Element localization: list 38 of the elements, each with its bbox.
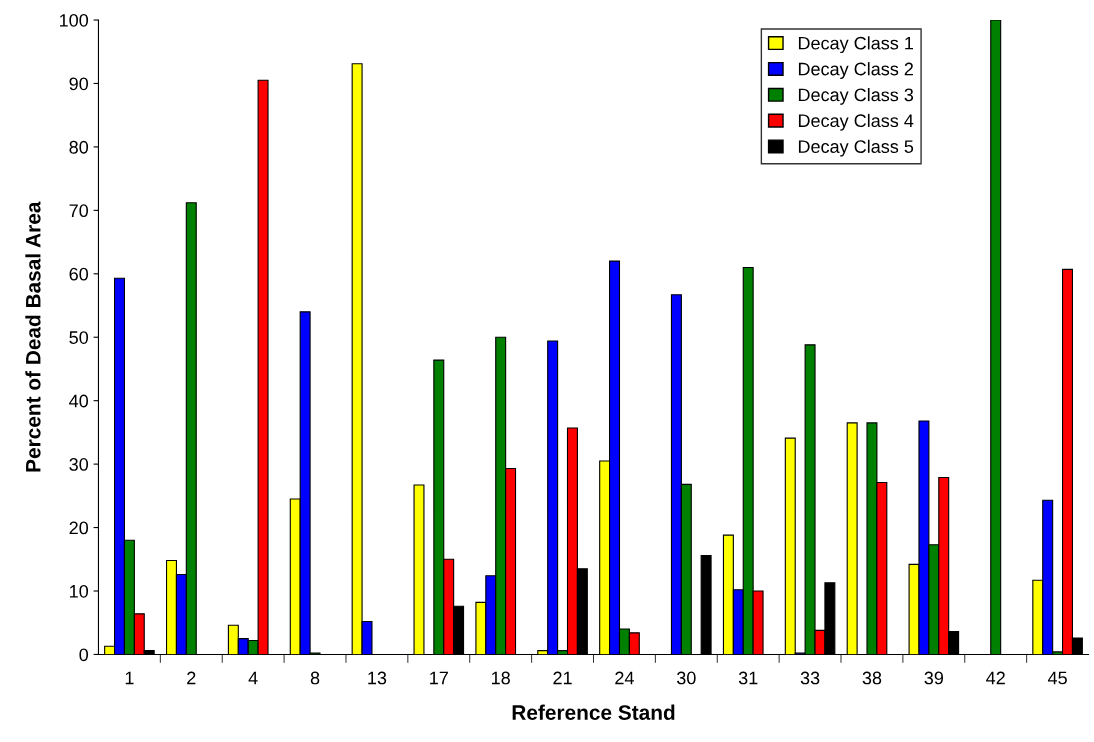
x-tick-label: 17 <box>430 671 448 685</box>
x-tick-label: 2 <box>187 671 196 685</box>
legend-label: Decay Class 3 <box>798 88 914 105</box>
legend-label: Decay Class 5 <box>798 139 914 157</box>
y-tick-label: 10 <box>70 584 89 598</box>
y-tick-label: 60 <box>69 267 89 281</box>
x-tick-label: 38 <box>862 671 882 685</box>
bar <box>990 20 1002 655</box>
x-tick-label: 1 <box>125 671 134 685</box>
x-tick-label: 45 <box>1047 671 1067 685</box>
x-tick-label: 18 <box>492 671 510 685</box>
y-tick-label: 30 <box>69 458 89 471</box>
x-tick-label: 4 <box>248 671 258 685</box>
bar <box>700 554 712 655</box>
x-tick-label: 24 <box>615 671 634 685</box>
y-tick-label: 40 <box>69 394 89 408</box>
y-axis-title: Percent of Dead Basal Area <box>25 201 41 472</box>
bar <box>846 422 858 655</box>
y-tick-label: 20 <box>69 521 89 535</box>
x-tick-label: 21 <box>553 671 572 685</box>
legend-label: Decay Class 4 <box>798 113 914 131</box>
x-tick-label: 39 <box>924 671 944 685</box>
x-tick-label: 13 <box>368 671 387 685</box>
y-tick-label: 80 <box>69 140 89 154</box>
y-tick-label: 50 <box>69 331 89 344</box>
x-tick-label: 42 <box>986 671 1005 685</box>
y-tick-label: 90 <box>69 77 89 91</box>
x-tick-label: 8 <box>310 671 320 685</box>
y-tick-label: 100 <box>59 13 89 27</box>
legend-label: Decay Class 1 <box>798 36 913 54</box>
x-axis-title: Reference Stand <box>512 704 675 720</box>
y-tick-label: 70 <box>69 204 89 218</box>
x-tick-label: 30 <box>676 671 696 685</box>
legend-label: Decay Class 2 <box>798 62 913 79</box>
x-tick-label: 33 <box>800 671 820 685</box>
bar <box>413 484 425 655</box>
x-tick-label: 31 <box>738 671 758 685</box>
y-tick-label: 0 <box>79 648 89 662</box>
